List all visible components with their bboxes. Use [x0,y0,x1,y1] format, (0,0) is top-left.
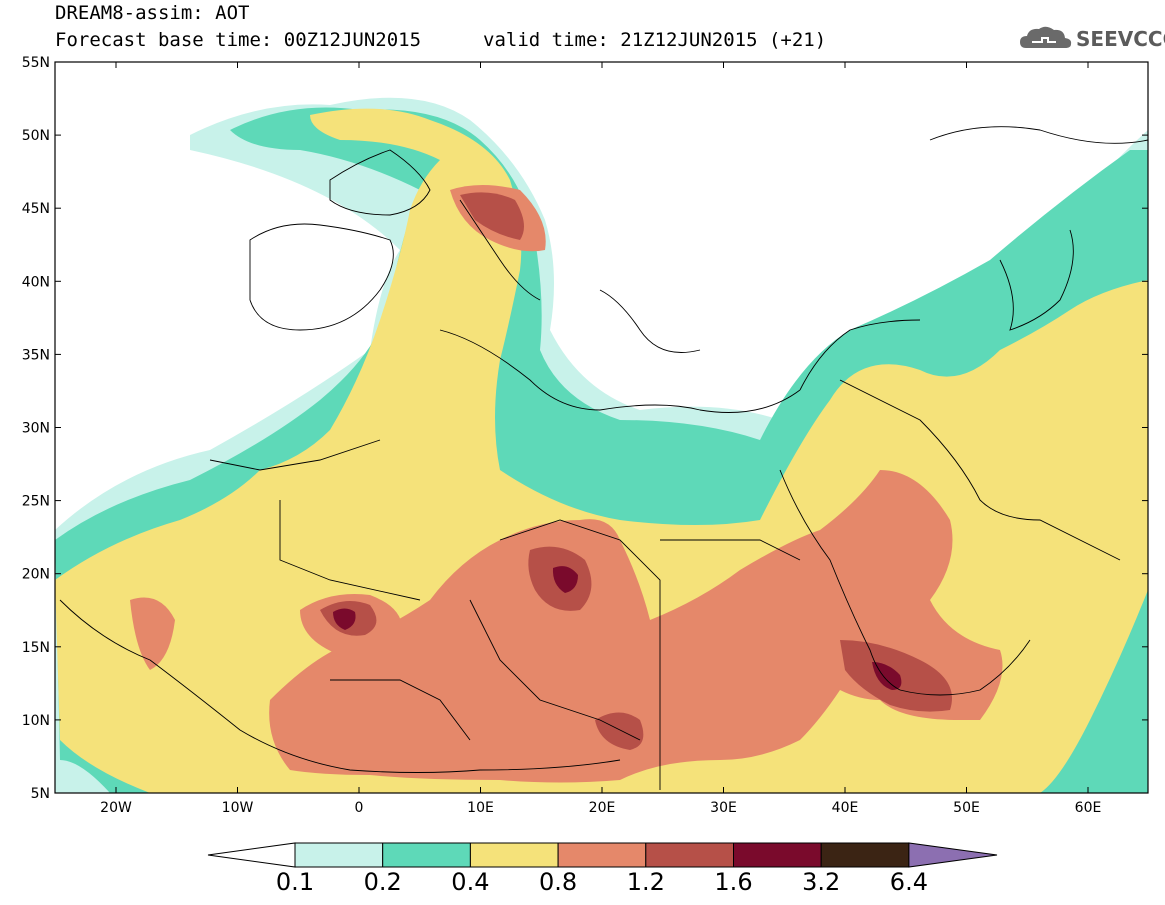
lon-label: 50E [953,800,980,816]
lon-label: 60E [1075,800,1102,816]
valid-time: valid time: 21Z12JUN2015 (+21) [483,29,827,51]
contour-1.2-e [460,192,524,240]
lat-label: 50N [22,128,50,144]
lon-label: 40E [832,800,859,816]
colorbar-segment [557,842,647,868]
colorbar-label: 1.2 [626,868,665,896]
colorbar-segment [820,842,910,868]
colorbar-label: 0.2 [363,868,402,896]
lat-label: 25N [22,494,50,510]
lat-label: 5N [31,786,50,802]
forecast-base-time: Forecast base time: 00Z12JUN2015 [55,29,422,51]
logo-text: SEEVCCC [1076,27,1165,51]
lat-label: 20N [22,567,50,583]
colorbar [207,842,998,868]
colorbar-label: 0.1 [275,868,315,896]
colorbar-segment [733,842,822,868]
lon-label: 30E [710,800,737,816]
contour-1.2-d [595,712,644,750]
colorbar-label: 0.4 [451,868,490,896]
colorbar-label: 1.6 [714,868,753,896]
lat-label: 35N [22,347,50,363]
lon-label: 20W [100,800,132,816]
lat-label: 10N [22,713,50,729]
lon-label: 0 [355,800,364,816]
lat-label: 55N [22,55,50,71]
colorbar-segment [382,842,471,868]
colorbar-label: 0.8 [539,868,578,896]
aot-field [55,97,1148,793]
lon-label: 10E [467,800,494,816]
colorbar-segment [645,842,734,868]
lon-label: 10W [222,800,254,816]
lat-label: 45N [22,201,50,217]
contour-1.6-b [552,566,578,593]
lat-label: 30N [22,421,50,437]
colorbar-max-arrow [908,842,998,868]
lat-label: 40N [22,274,50,290]
cloud-icon [1020,26,1072,48]
longitude-axis: 20W 10W 0 10E 20E 30E 40E 50E 60E [100,62,1101,816]
contour-0.8-d [130,597,175,670]
colorbar-label: 3.2 [802,868,841,896]
lat-label: 15N [22,640,50,656]
colorbar-min-arrow [207,842,296,868]
colorbar-segment [294,842,384,868]
latitude-axis: 55N 50N 45N 40N 35N 30N 25N 20N 15N 10N 5N [22,55,1148,802]
lon-label: 20E [589,800,616,816]
colorbar-label: 6.4 [889,868,928,896]
contour-1.6-a [333,608,356,630]
map-title: DREAM8-assim: AOT [55,2,250,24]
colorbar-segment [469,842,559,868]
contour-0.8-a [269,470,1003,783]
coastlines [59,126,1148,790]
contour-1.6-c [872,662,902,690]
seevccc-logo: SEEVCCC [1018,24,1165,54]
